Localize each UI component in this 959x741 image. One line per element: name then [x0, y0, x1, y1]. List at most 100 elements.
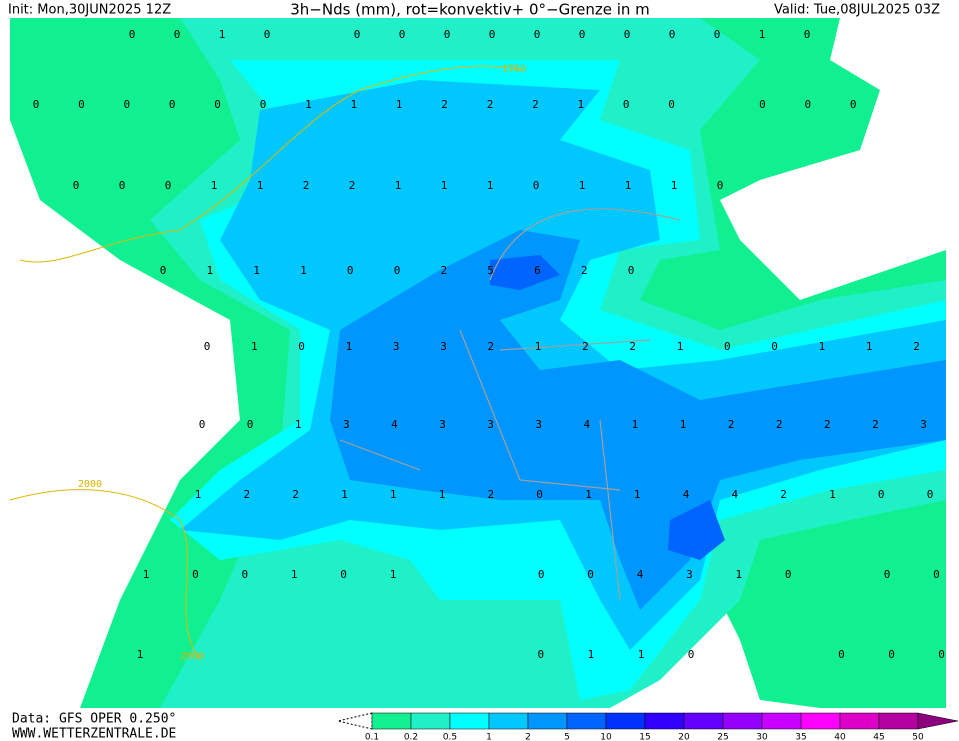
grid-value: 0 — [78, 98, 85, 111]
colorbar-low-arrow — [337, 712, 373, 730]
grid-value: 0 — [538, 568, 545, 581]
grid-value: 6 — [534, 264, 541, 277]
grid-value: 1 — [305, 98, 312, 111]
colorbar-label: 30 — [756, 733, 768, 741]
data-source: Data: GFS OPER 0.250° — [12, 712, 176, 727]
grid-value: 0 — [804, 98, 811, 111]
map — [9, 18, 946, 708]
grid-value: 2 — [303, 179, 310, 192]
grid-value: 2 — [780, 488, 787, 501]
grid-value: 1 — [625, 179, 632, 192]
valid-time: Valid: Tue,08JUL2025 03Z — [774, 3, 940, 18]
colorbar-swatch — [566, 712, 607, 730]
grid-value: 1 — [585, 488, 592, 501]
colorbar-swatch — [605, 712, 646, 730]
grid-value: 3 — [686, 568, 693, 581]
grid-value: 0 — [489, 28, 496, 41]
grid-value: 0 — [668, 98, 675, 111]
grid-value: 1 — [759, 28, 766, 41]
grid-value: 0 — [533, 179, 540, 192]
grid-value: 0 — [192, 568, 199, 581]
grid-value: 3 — [393, 340, 400, 353]
grid-value: 2 — [487, 488, 494, 501]
grid-value: 1 — [671, 179, 678, 192]
colorbar-swatch — [761, 712, 802, 730]
grid-value: 4 — [583, 418, 590, 431]
isoline-label: 2000 — [180, 651, 204, 662]
colorbar-label: 40 — [834, 733, 846, 741]
grid-value: 1 — [253, 264, 260, 277]
grid-value: 1 — [677, 340, 684, 353]
grid-value: 0 — [587, 568, 594, 581]
grid-value: 1 — [346, 340, 353, 353]
grid-value: 0 — [174, 28, 181, 41]
grid-value: 1 — [487, 179, 494, 192]
grid-value: 0 — [759, 98, 766, 111]
grid-value: 2 — [440, 264, 447, 277]
map-title: 3h−Nds (mm), rot=konvektiv+ 0°−Grenze in… — [290, 1, 650, 19]
grid-value: 1 — [634, 488, 641, 501]
grid-value: 0 — [160, 264, 167, 277]
grid-value: 2 — [728, 418, 735, 431]
grid-value: 0 — [119, 179, 126, 192]
grid-value: 0 — [579, 28, 586, 41]
grid-value: 1 — [295, 418, 302, 431]
colorbar-swatch — [644, 712, 685, 730]
grid-value: 0 — [204, 340, 211, 353]
grid-value: 0 — [444, 28, 451, 41]
grid-value: 4 — [391, 418, 398, 431]
colorbar-label: 5 — [564, 733, 570, 741]
grid-value: 1 — [390, 488, 397, 501]
grid-value: 3 — [920, 418, 927, 431]
grid-value: 0 — [214, 98, 221, 111]
grid-value: 2 — [487, 98, 494, 111]
grid-value: 0 — [199, 418, 206, 431]
grid-value: 0 — [933, 568, 940, 581]
grid-value: 0 — [241, 568, 248, 581]
grid-value: 1 — [211, 179, 218, 192]
colorbar-label: 20 — [678, 733, 690, 741]
isoline-label: 1750 — [502, 64, 526, 75]
grid-value: 0 — [927, 488, 934, 501]
grid-value: 1 — [257, 179, 264, 192]
grid-value: 1 — [866, 340, 873, 353]
grid-value: 0 — [536, 488, 543, 501]
grid-value: 1 — [632, 418, 639, 431]
colorbar-swatch — [878, 712, 919, 730]
colorbar-label: 25 — [717, 733, 728, 741]
grid-value: 1 — [819, 340, 826, 353]
colorbar-label: 0.5 — [443, 733, 457, 741]
grid-labels: 0 0 1 0 0 0 0 0 0 0 0 0 0 1 0 0 0 0 0 0 0 1 1 1 2 2 2 1 0 0 0 0 0 0 0 0 1 1 2 2… — [33, 28, 945, 661]
grid-value: 0 — [628, 264, 635, 277]
grid-value: 0 — [165, 179, 172, 192]
grid-value: 0 — [624, 28, 631, 41]
grid-value: 0 — [347, 264, 354, 277]
grid-value: 0 — [129, 28, 136, 41]
grid-value: 1 — [680, 418, 687, 431]
colorbar-swatch — [488, 712, 529, 730]
colorbar: 0.1 0.2 0.5 1 2 5 10 15 20 25 30 35 40 45 50 — [337, 712, 959, 741]
grid-value: 0 — [714, 28, 721, 41]
grid-value: 1 — [219, 28, 226, 41]
colorbar-label: 45 — [873, 733, 884, 741]
grid-value: 2 — [776, 418, 783, 431]
grid-value: 1 — [439, 488, 446, 501]
website: WWW.WETTERZENTRALE.DE — [12, 727, 176, 741]
grid-value: 1 — [395, 179, 402, 192]
precip-2 — [330, 230, 946, 610]
grid-value: 0 — [169, 98, 176, 111]
grid-value: 0 — [724, 340, 731, 353]
grid-value: 0 — [888, 648, 895, 661]
grid-value: 0 — [623, 98, 630, 111]
grid-value: 2 — [913, 340, 920, 353]
colorbar-label: 1 — [486, 733, 492, 741]
grid-value: 0 — [717, 179, 724, 192]
grid-value: 0 — [73, 179, 80, 192]
isoline-label: 2000 — [78, 479, 102, 490]
grid-value: 1 — [350, 98, 357, 111]
grid-value: 1 — [251, 340, 258, 353]
grid-value: 1 — [390, 568, 397, 581]
colorbar-label: 35 — [795, 733, 806, 741]
grid-value: 0 — [785, 568, 792, 581]
